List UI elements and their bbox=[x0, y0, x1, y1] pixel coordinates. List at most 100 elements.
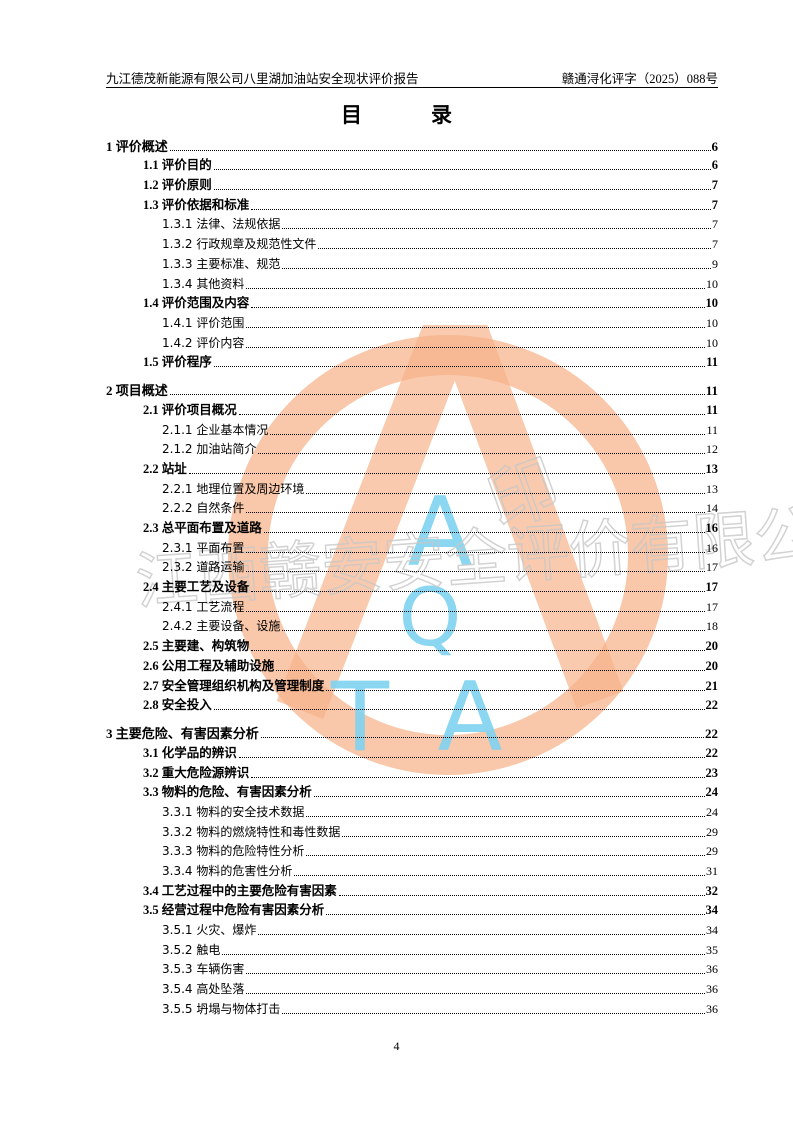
toc-entry-label: 3.3.2 物料的燃烧特性和毒性数据 bbox=[162, 824, 341, 839]
toc-entry[interactable]: 2.3.1 平面布置 16 bbox=[106, 538, 718, 558]
toc-entry[interactable]: 3.3.2 物料的燃烧特性和毒性数据 29 bbox=[106, 822, 718, 842]
toc-entry[interactable]: 1.2 评价原则 7 bbox=[106, 175, 718, 195]
toc-entry[interactable]: 3.3 物料的危险、有害因素分析 24 bbox=[106, 783, 718, 803]
toc-entry-label: 1.2 评价原则 bbox=[143, 178, 212, 193]
dot-leader bbox=[326, 689, 705, 691]
toc-entry[interactable]: 1.3.3 主要标准、规范 9 bbox=[106, 254, 718, 274]
dot-leader bbox=[282, 228, 711, 230]
toc-entry[interactable]: 2.6 公用工程及辅助设施 20 bbox=[106, 656, 718, 676]
toc-entry[interactable]: 2.7 安全管理组织机构及管理制度 21 bbox=[106, 676, 718, 696]
toc-entry[interactable]: 2.4.2 主要设备、设施 18 bbox=[106, 617, 718, 637]
dot-leader bbox=[306, 492, 705, 494]
toc-entry-label: 3.3.1 物料的安全技术数据 bbox=[162, 804, 305, 819]
toc-entry[interactable]: 3.5 经营过程中危险有害因素分析 34 bbox=[106, 901, 718, 921]
toc-entry[interactable]: 1.5 评价程序 11 bbox=[106, 353, 718, 373]
toc-entry[interactable]: 1.3.1 法律、法规依据 7 bbox=[106, 215, 718, 235]
dot-leader bbox=[263, 532, 705, 534]
toc-entry-label: 1.5 评价程序 bbox=[143, 355, 212, 370]
toc-entry-label: 1.3.4 其他资料 bbox=[162, 276, 245, 291]
toc-entry[interactable]: 1.3 评价依据和标准 7 bbox=[106, 195, 718, 215]
toc-entry-page: 20 bbox=[705, 658, 719, 673]
toc-entry[interactable]: 3.3.3 物料的危险特性分析 29 bbox=[106, 842, 718, 862]
toc-entry[interactable]: 2.3.2 道路运输 17 bbox=[106, 558, 718, 578]
toc-entry-page: 21 bbox=[705, 678, 719, 693]
toc-entry-label: 2.6 公用工程及辅助设施 bbox=[143, 658, 275, 673]
toc-entry-page: 36 bbox=[706, 982, 718, 997]
toc-entry[interactable]: 1.3.2 行政规章及规范性文件 7 bbox=[106, 234, 718, 254]
toc-entry-page: 20 bbox=[705, 639, 719, 654]
toc-entry-page: 7 bbox=[712, 217, 718, 232]
toc-entry[interactable]: 1.1 评价目的 6 bbox=[106, 156, 718, 176]
toc-entry-label: 2.3 总平面布置及道路 bbox=[143, 521, 262, 536]
toc-entry-page: 17 bbox=[706, 560, 718, 575]
toc-entry[interactable]: 2.1 评价项目概况 11 bbox=[106, 400, 718, 420]
dot-leader bbox=[246, 287, 705, 289]
toc-entry[interactable]: 2 项目概述 11 bbox=[106, 381, 718, 401]
toc-entry[interactable]: 3.3.4 物料的危害性分析 31 bbox=[106, 861, 718, 881]
toc-entry-page: 10 bbox=[706, 335, 718, 350]
toc-title: 目 录 bbox=[341, 103, 476, 127]
toc-entry[interactable]: 2.5 主要建、构筑物 20 bbox=[106, 636, 718, 656]
toc-entry[interactable]: 2.2 站址 13 bbox=[106, 459, 718, 479]
toc-entry-page: 12 bbox=[706, 442, 718, 457]
toc-entry[interactable]: 2.1.2 加油站简介 12 bbox=[106, 440, 718, 460]
toc-entry-page: 10 bbox=[706, 276, 718, 291]
dot-leader bbox=[213, 709, 705, 711]
toc-entry-page: 7 bbox=[711, 178, 718, 193]
toc-entry-page: 29 bbox=[706, 824, 718, 839]
toc-entry-page: 36 bbox=[706, 1001, 718, 1016]
dot-leader bbox=[246, 571, 705, 573]
toc-entry-label: 2.5 主要建、构筑物 bbox=[143, 639, 250, 654]
dot-leader bbox=[282, 630, 705, 632]
toc-entry[interactable]: 2.3 总平面布置及道路 16 bbox=[106, 518, 718, 538]
toc-entry[interactable]: 3.2 重大危险源辨识 23 bbox=[106, 763, 718, 783]
dot-leader bbox=[258, 934, 705, 936]
dot-leader bbox=[246, 973, 705, 975]
toc-entry-label: 3.5.5 坍塌与物体打击 bbox=[162, 1001, 281, 1016]
toc-entry-page: 10 bbox=[705, 296, 719, 311]
toc-entry-label: 3.2 重大危险源辨识 bbox=[143, 765, 250, 780]
toc-entry[interactable]: 2.4.1 工艺流程 17 bbox=[106, 597, 718, 617]
dot-leader bbox=[246, 326, 705, 328]
toc-entry[interactable]: 2.8 安全投入 22 bbox=[106, 696, 718, 716]
toc-entry[interactable]: 2.2.1 地理位置及周边环境 13 bbox=[106, 479, 718, 499]
toc-entry-page: 16 bbox=[705, 521, 719, 536]
toc-entry[interactable]: 3.5.1 火灾、爆炸 34 bbox=[106, 920, 718, 940]
toc-entry[interactable]: 3.5.5 坍塌与物体打击 36 bbox=[106, 999, 718, 1019]
toc-entry-label: 2.4 主要工艺及设备 bbox=[143, 580, 250, 595]
toc-entry[interactable]: 1.4.1 评价范围 10 bbox=[106, 313, 718, 333]
toc-entry[interactable]: 3.5.2 触电 35 bbox=[106, 940, 718, 960]
dot-leader bbox=[318, 248, 711, 250]
toc-entry[interactable]: 3.5.4 高处坠落 36 bbox=[106, 979, 718, 999]
toc-entry-page: 17 bbox=[706, 599, 718, 614]
dot-leader bbox=[342, 835, 705, 837]
toc-entry-label: 3.4 工艺过程中的主要危险有害因素 bbox=[143, 883, 337, 898]
toc-entry-label: 1.1 评价目的 bbox=[143, 158, 212, 173]
toc-entry[interactable]: 3.5.3 车辆伤害 36 bbox=[106, 960, 718, 980]
toc-entry-page: 22 bbox=[705, 698, 719, 713]
toc-entry[interactable]: 2.1.1 企业基本情况 11 bbox=[106, 420, 718, 440]
toc-entry-label: 1.3.3 主要标准、规范 bbox=[162, 256, 281, 271]
toc-entry[interactable]: 2.2.2 自然条件 14 bbox=[106, 499, 718, 519]
toc-entry[interactable]: 1.4.2 评价内容 10 bbox=[106, 333, 718, 353]
toc-entry-label: 2.1.1 企业基本情况 bbox=[162, 422, 269, 437]
dot-leader bbox=[294, 875, 705, 877]
toc-section: 1 评价概述 6 1.1 评价目的 6 1.2 评价原则 7 1.3 评价依据和标准 7 1.3… bbox=[106, 136, 718, 372]
toc-entry[interactable]: 1.4 评价范围及内容 10 bbox=[106, 294, 718, 314]
toc-entry-label: 1.4.2 评价内容 bbox=[162, 335, 245, 350]
toc-entry[interactable]: 2.4 主要工艺及设备 17 bbox=[106, 577, 718, 597]
toc-entry[interactable]: 3.4 工艺过程中的主要危险有害因素 32 bbox=[106, 881, 718, 901]
toc-entry[interactable]: 1 评价概述 6 bbox=[106, 136, 718, 156]
toc-entry[interactable]: 3.1 化学品的辨识 22 bbox=[106, 743, 718, 763]
toc-entry-page: 7 bbox=[711, 197, 718, 212]
dot-leader bbox=[306, 855, 705, 857]
dot-leader bbox=[260, 737, 704, 739]
toc-entry-label: 2.4.2 主要设备、设施 bbox=[162, 619, 281, 634]
toc-entry[interactable]: 1.3.4 其他资料 10 bbox=[106, 274, 718, 294]
toc-entry[interactable]: 3 主要危险、有害因素分析 22 bbox=[106, 724, 718, 744]
toc-entry[interactable]: 3.3.1 物料的安全技术数据 24 bbox=[106, 802, 718, 822]
toc-entry-page: 23 bbox=[705, 765, 719, 780]
toc-entry-label: 3.5 经营过程中危险有害因素分析 bbox=[143, 903, 325, 918]
toc-entry-page: 7 bbox=[712, 237, 718, 252]
toc-entry-page: 17 bbox=[705, 580, 719, 595]
